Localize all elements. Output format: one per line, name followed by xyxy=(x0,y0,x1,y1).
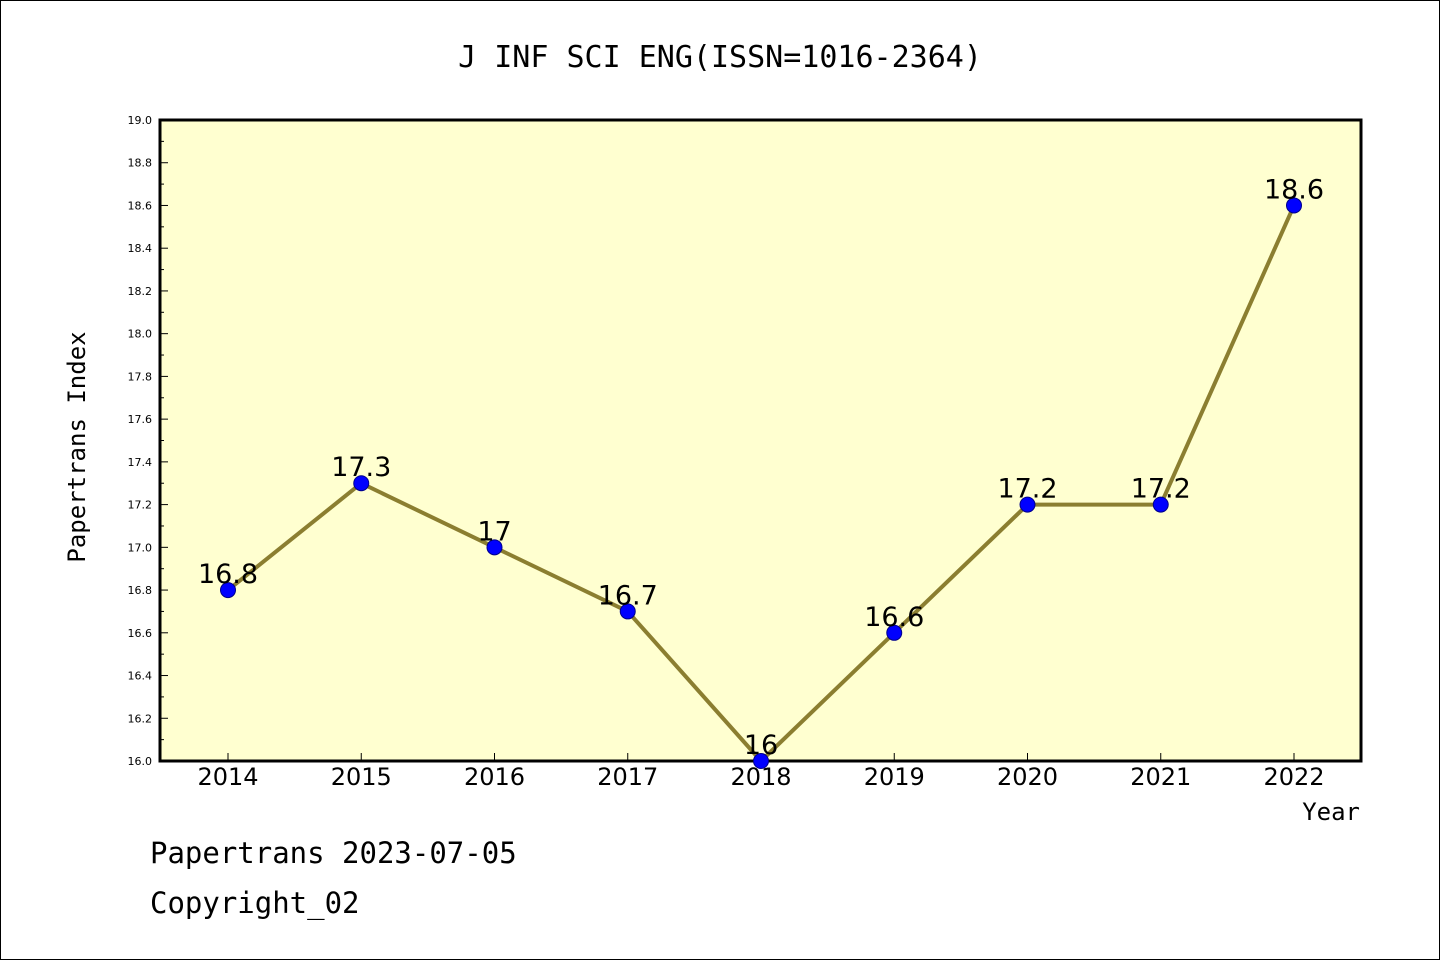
data-label: 17 xyxy=(477,516,511,547)
data-point xyxy=(1019,496,1036,513)
y-tick-label: 17.4 xyxy=(128,456,153,469)
y-tick-label: 18.0 xyxy=(128,328,153,341)
x-tick-label: 2016 xyxy=(464,763,525,791)
y-tick-label: 16.2 xyxy=(128,712,153,725)
data-label: 17.2 xyxy=(997,474,1057,505)
data-label: 16 xyxy=(744,730,778,761)
plot-area xyxy=(158,118,1363,763)
y-tick-label: 18.8 xyxy=(128,157,153,170)
data-point xyxy=(1286,197,1302,214)
y-tick-label: 18.2 xyxy=(128,285,153,298)
data-points xyxy=(220,197,1302,769)
x-tick-label: 2019 xyxy=(864,763,925,791)
data-point xyxy=(1152,496,1169,513)
data-point xyxy=(353,475,370,492)
chart-title: J INF SCI ENG(ISSN=1016-2364) xyxy=(458,40,982,75)
footer-date-text: Papertrans 2023-07-05 xyxy=(150,836,517,870)
data-point xyxy=(220,582,236,599)
data-label: 17.2 xyxy=(1131,474,1191,505)
data-label: 18.6 xyxy=(1264,174,1324,205)
y-tick-label: 16.8 xyxy=(128,584,153,597)
y-tick-label: 18.6 xyxy=(128,199,153,212)
data-label: 17.3 xyxy=(331,452,391,483)
y-tick-label: 17.8 xyxy=(128,370,153,383)
x-tick-label: 2022 xyxy=(1263,763,1324,791)
data-label: 16.7 xyxy=(598,580,658,611)
y-tick-label: 18.4 xyxy=(128,242,153,255)
data-labels: 16.8 17.3 17 16.7 16 16.6 17.2 17.2 18.6 xyxy=(198,174,1324,761)
data-point xyxy=(753,753,769,769)
footer-copyright-text: Copyright_02 xyxy=(150,886,360,920)
y-tick-label: 16.6 xyxy=(128,627,153,640)
x-tick-label: 2021 xyxy=(1130,763,1191,791)
y-tick-label: 17.6 xyxy=(128,413,153,426)
y-tick-label: 16.0 xyxy=(128,755,153,768)
x-tick-label: 2020 xyxy=(997,763,1058,791)
y-tick-label: 19.0 xyxy=(128,114,153,127)
y-axis-label: Papertrans Index xyxy=(63,331,91,562)
data-label: 16.8 xyxy=(198,559,258,590)
x-axis-label: Year xyxy=(1302,798,1360,826)
data-point xyxy=(486,539,503,556)
y-tick-label: 17.0 xyxy=(128,541,153,554)
data-point xyxy=(886,624,903,641)
x-tick-label: 2014 xyxy=(197,763,258,791)
x-tick-label: 2015 xyxy=(331,763,392,791)
data-point xyxy=(619,603,636,620)
x-axis: 2014 2015 2016 2017 2018 2019 2020 2021 2022 xyxy=(197,753,1325,791)
y-tick-label: 17.2 xyxy=(128,499,153,512)
y-tick-label: 16.4 xyxy=(128,670,153,683)
y-axis: 16.0 16.2 16.4 16.6 16.8 17.0 17.2 17.4 17.6 17.8… xyxy=(128,114,168,768)
data-label: 16.6 xyxy=(864,602,924,633)
x-tick-label: 2017 xyxy=(597,763,658,791)
